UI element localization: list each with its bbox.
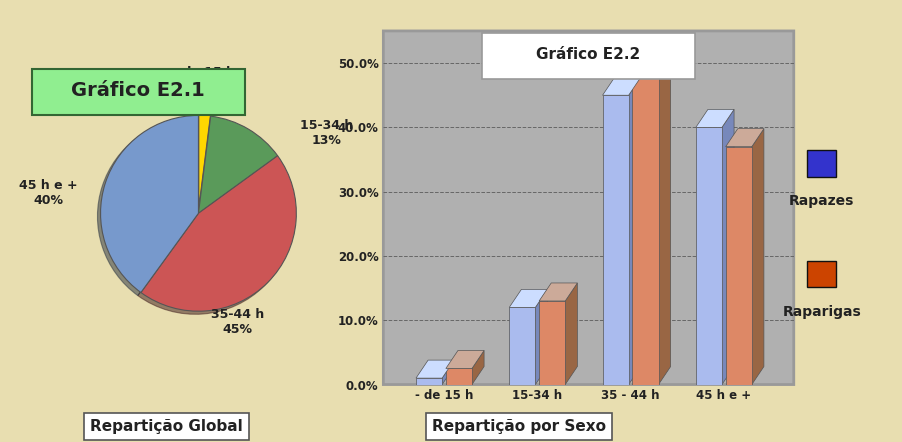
Polygon shape bbox=[695, 109, 734, 127]
Wedge shape bbox=[198, 110, 211, 208]
Bar bbox=[539, 301, 566, 385]
Text: - de 15 h
2%: - de 15 h 2% bbox=[173, 66, 235, 94]
Text: 15-34 h
13%: 15-34 h 13% bbox=[299, 119, 353, 147]
Polygon shape bbox=[539, 283, 577, 301]
Polygon shape bbox=[632, 45, 671, 63]
Polygon shape bbox=[722, 109, 734, 385]
Bar bbox=[695, 127, 722, 385]
Polygon shape bbox=[416, 360, 455, 378]
Wedge shape bbox=[141, 156, 297, 311]
Polygon shape bbox=[442, 360, 455, 385]
FancyBboxPatch shape bbox=[383, 31, 794, 385]
Text: Repartição Global: Repartição Global bbox=[90, 419, 244, 434]
Text: Repartição por Sexo: Repartição por Sexo bbox=[432, 419, 605, 434]
FancyBboxPatch shape bbox=[482, 33, 695, 79]
FancyBboxPatch shape bbox=[32, 69, 245, 115]
Text: Gráfico E2.2: Gráfico E2.2 bbox=[537, 47, 640, 62]
Polygon shape bbox=[510, 290, 548, 307]
Text: Rapazes: Rapazes bbox=[789, 194, 854, 209]
Text: Gráfico E2.1: Gráfico E2.1 bbox=[71, 81, 206, 100]
Polygon shape bbox=[751, 129, 764, 385]
Polygon shape bbox=[726, 129, 764, 147]
Polygon shape bbox=[536, 290, 548, 385]
Bar bbox=[632, 63, 658, 385]
Bar bbox=[603, 95, 629, 385]
Text: 35-44 h
45%: 35-44 h 45% bbox=[211, 309, 264, 336]
Polygon shape bbox=[658, 45, 671, 385]
Bar bbox=[510, 307, 536, 385]
Polygon shape bbox=[603, 77, 640, 95]
Wedge shape bbox=[198, 116, 278, 213]
Wedge shape bbox=[100, 115, 198, 293]
Text: 45 h e +
40%: 45 h e + 40% bbox=[19, 179, 78, 207]
Polygon shape bbox=[629, 77, 640, 385]
Bar bbox=[446, 369, 472, 385]
Polygon shape bbox=[472, 351, 484, 385]
Polygon shape bbox=[446, 351, 484, 369]
Text: Raparigas: Raparigas bbox=[782, 305, 861, 319]
Polygon shape bbox=[566, 283, 577, 385]
Bar bbox=[726, 147, 751, 385]
Bar bbox=[416, 378, 442, 385]
